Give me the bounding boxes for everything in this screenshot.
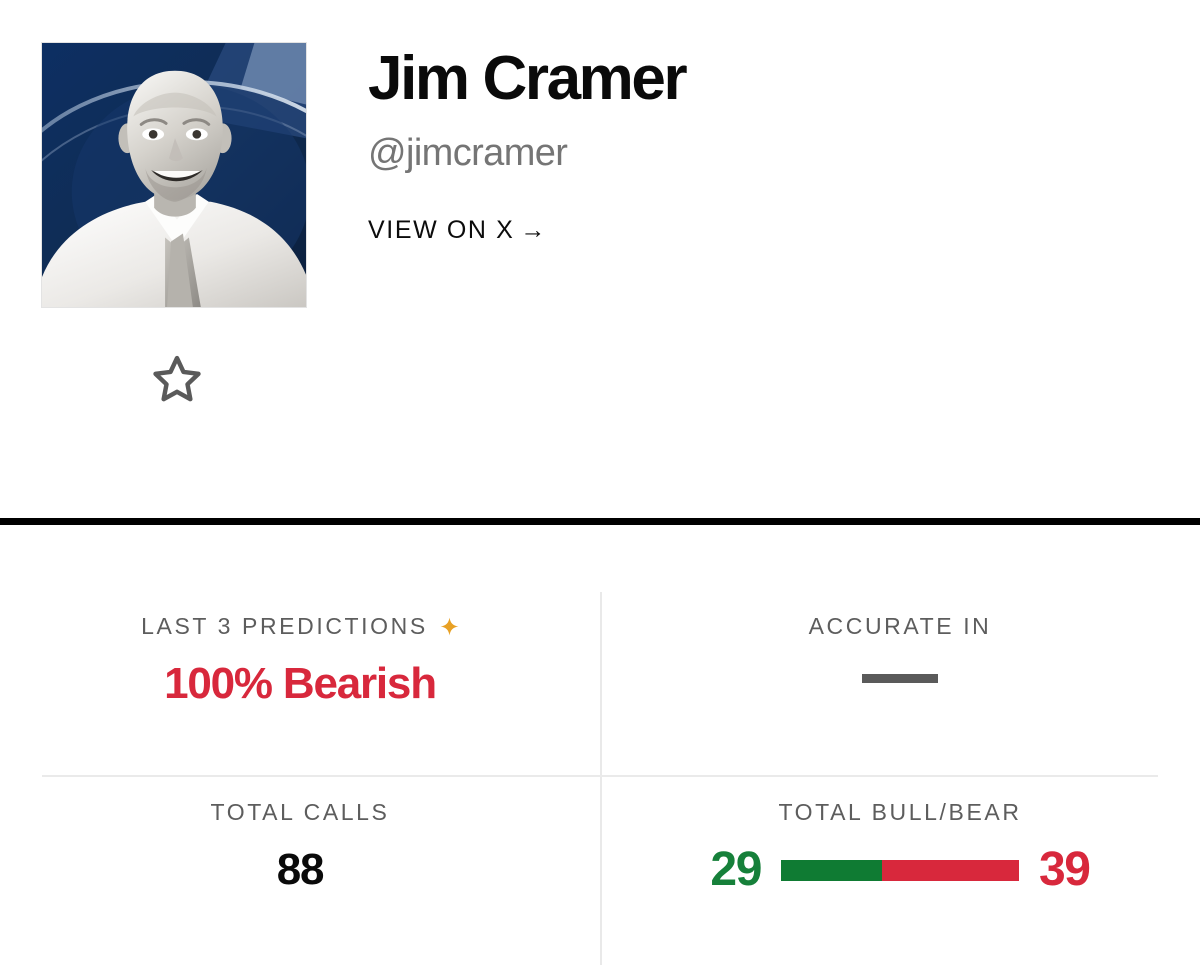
stat-total-bull-bear: TOTAL BULL/BEAR 29 39	[600, 799, 1200, 894]
bear-bar-segment	[882, 859, 1019, 881]
accurate-in-label: ACCURATE IN	[808, 613, 992, 639]
accurate-in-empty-dash	[862, 674, 938, 683]
profile-handle: @jimcramer	[368, 132, 568, 174]
star-outline-icon	[153, 355, 201, 402]
sparkle-icon	[440, 617, 459, 636]
avatar	[41, 42, 307, 308]
stat-label: TOTAL BULL/BEAR	[778, 799, 1021, 826]
bull-bear-row: 29 39	[600, 846, 1200, 894]
stat-total-calls: TOTAL CALLS 88	[0, 799, 600, 892]
accurate-in-value-wrap	[600, 674, 1200, 683]
vertical-divider	[600, 592, 602, 965]
stat-label: ACCURATE IN	[809, 613, 992, 640]
last-predictions-label: LAST 3 PREDICTIONS	[141, 613, 428, 639]
section-divider-heavy	[0, 518, 1200, 525]
user-avatar-photo	[42, 43, 306, 307]
favorite-star-button[interactable]	[148, 352, 206, 408]
view-on-x-link[interactable]: VIEW ON X →	[368, 216, 545, 245]
arrow-right-icon: →	[520, 216, 546, 244]
total-calls-value: 88	[276, 845, 325, 894]
stat-label: TOTAL CALLS	[210, 799, 389, 826]
page-title: Jim Cramer	[368, 44, 688, 113]
profile-header: Jim Cramer @jimcramer VIEW ON X →	[41, 42, 1128, 408]
horizontal-divider	[42, 775, 1158, 777]
stat-last-3-predictions: LAST 3 PREDICTIONS 100% Bearish	[0, 613, 600, 706]
total-calls-label: TOTAL CALLS	[210, 799, 390, 825]
stat-label: LAST 3 PREDICTIONS	[141, 613, 459, 640]
bull-bear-ratio-bar	[781, 859, 1019, 881]
total-bull-bear-label: TOTAL BULL/BEAR	[778, 799, 1022, 825]
stat-accurate-in: ACCURATE IN	[600, 613, 1200, 683]
stats-grid: LAST 3 PREDICTIONS 100% Bearish ACCURATE…	[0, 525, 1200, 965]
bull-bar-segment	[781, 859, 883, 881]
bull-count: 29	[710, 843, 762, 896]
view-on-x-label: VIEW ON X	[368, 216, 515, 244]
identity-block: Jim Cramer @jimcramer VIEW ON X →	[368, 48, 1128, 245]
bear-count: 39	[1039, 843, 1091, 896]
last-predictions-value: 100% Bearish	[164, 659, 437, 708]
sparkle-glyph	[440, 617, 459, 636]
